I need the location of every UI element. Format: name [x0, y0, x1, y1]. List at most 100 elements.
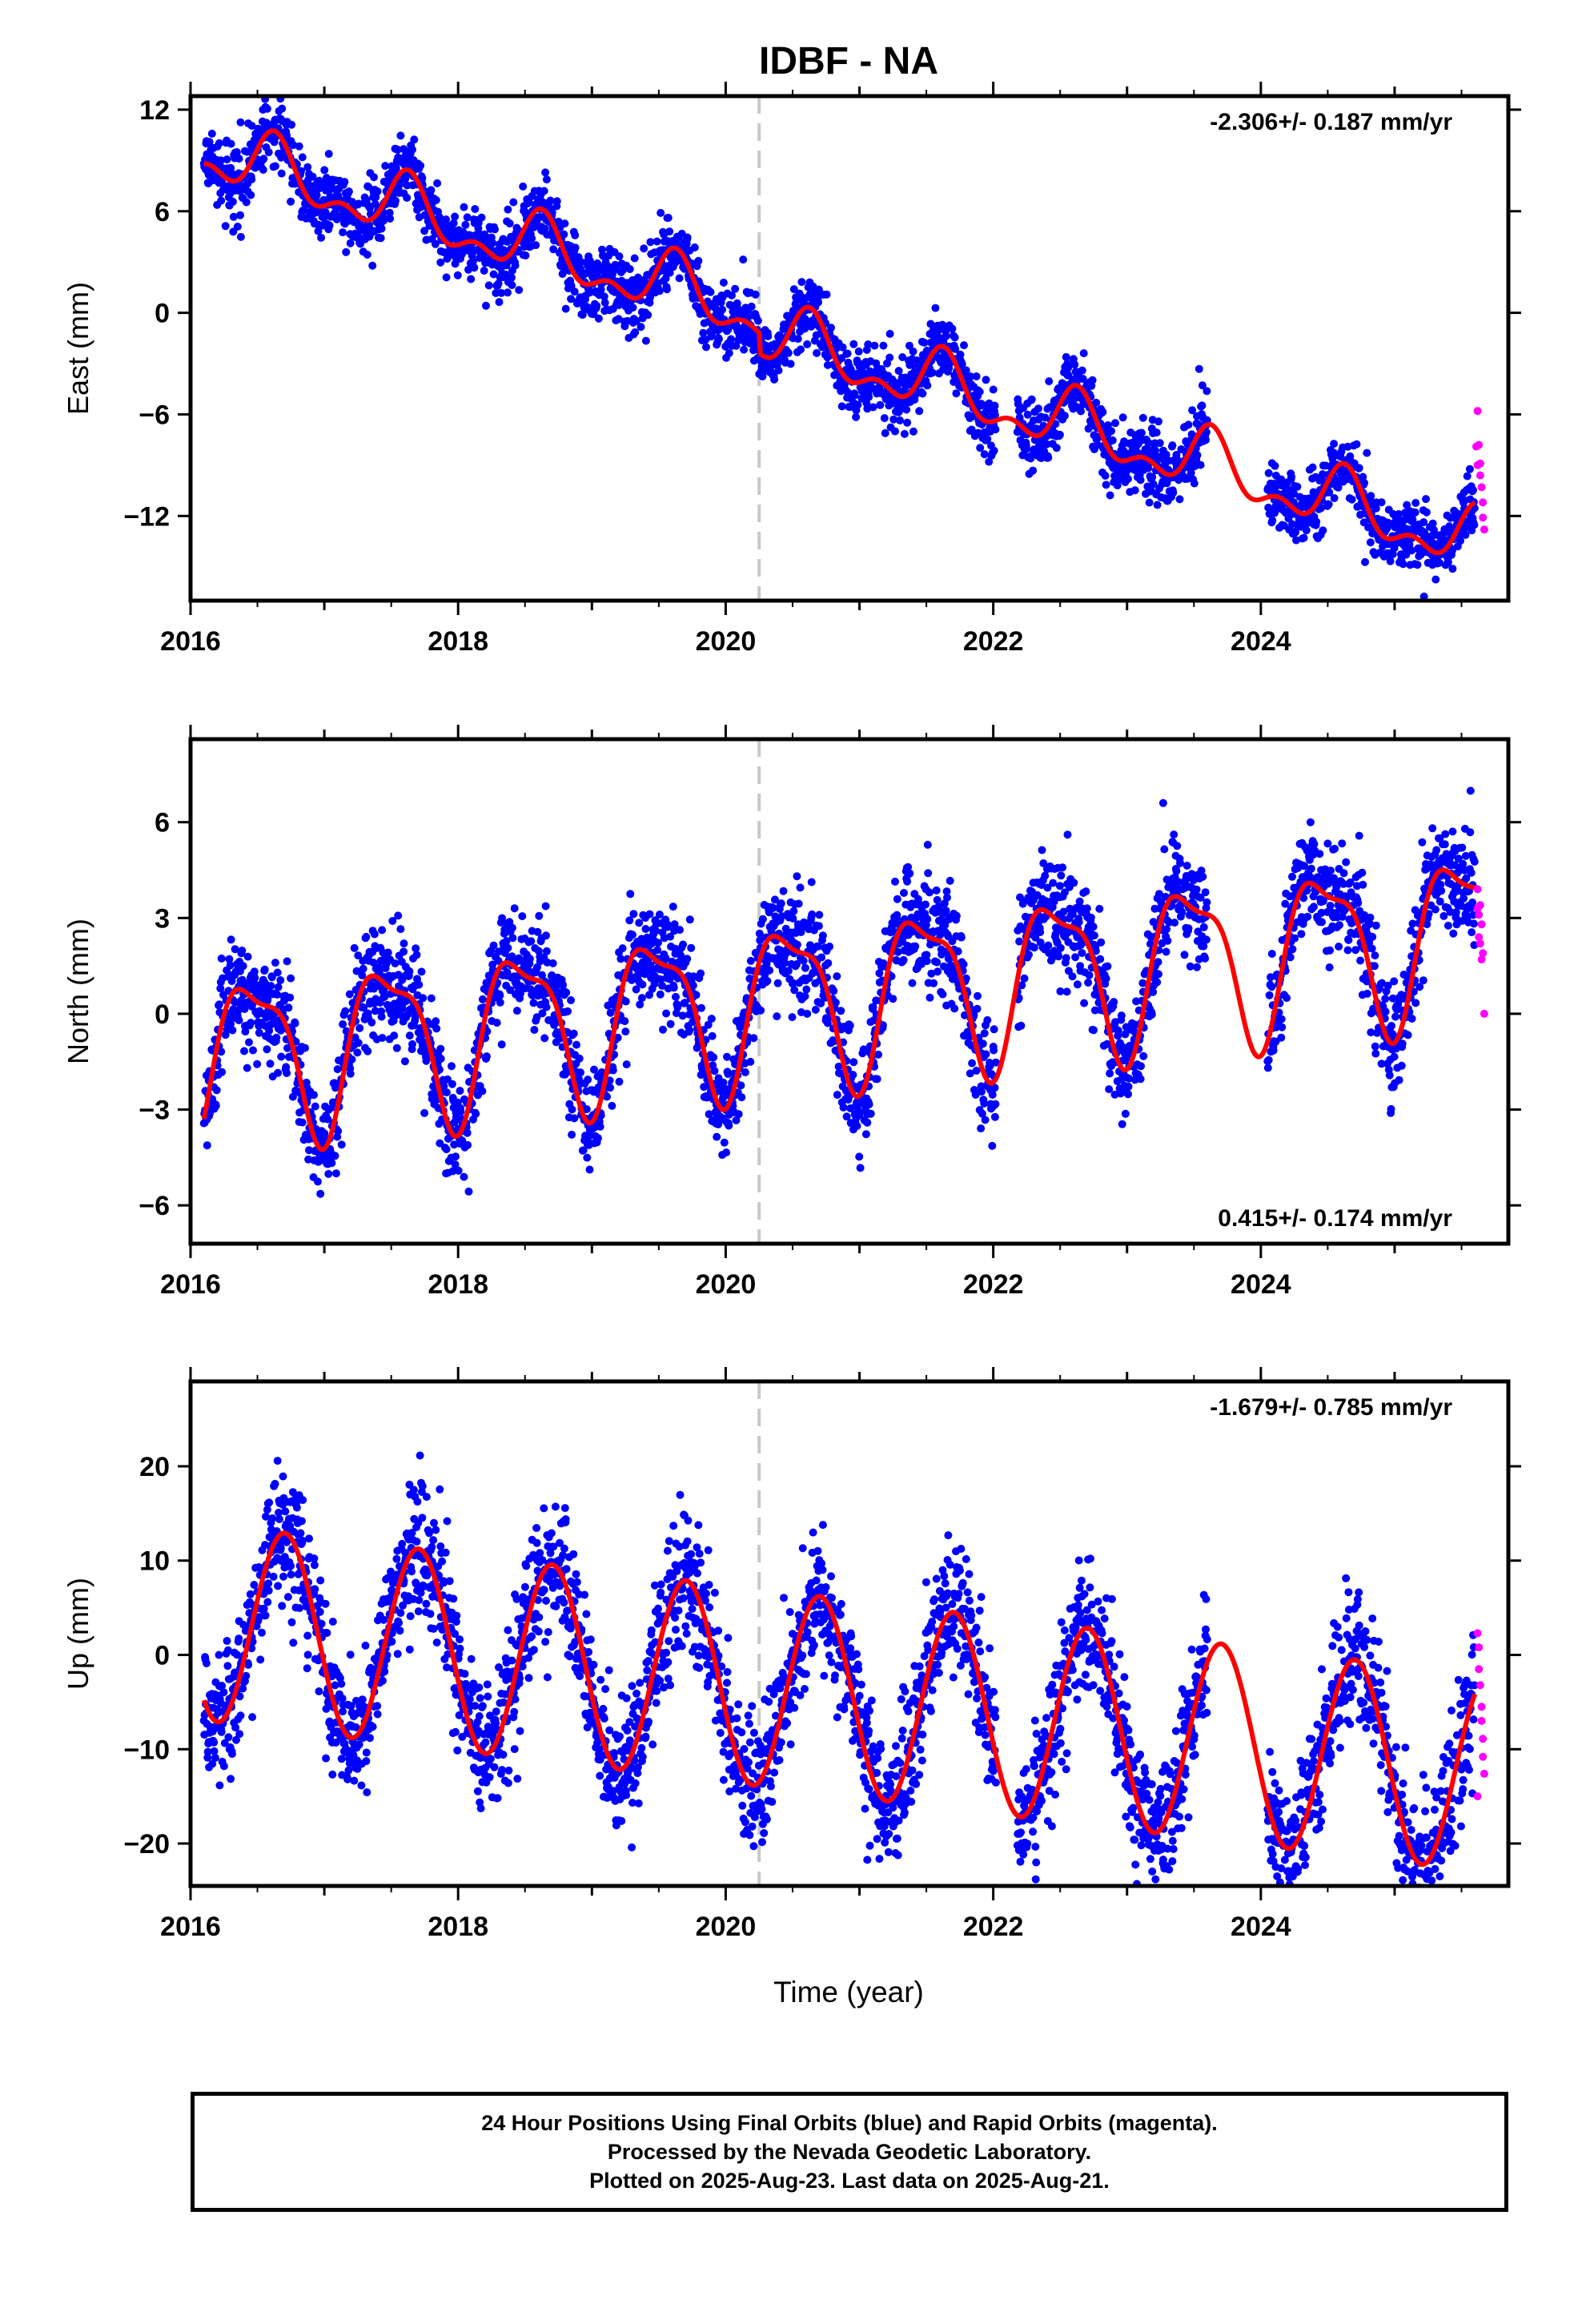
- data-point: [662, 1009, 671, 1018]
- data-point: [1107, 427, 1115, 436]
- data-point: [267, 973, 276, 982]
- data-point: [675, 274, 684, 283]
- data-point: [1108, 436, 1117, 444]
- data-point: [585, 1165, 594, 1174]
- data-point: [854, 347, 863, 356]
- data-point: [646, 238, 655, 247]
- data-point: [394, 911, 403, 920]
- data-point: [990, 401, 999, 410]
- data-point: [548, 959, 557, 967]
- data-point: [952, 911, 961, 920]
- data-point: [277, 1052, 286, 1061]
- data-point: [808, 910, 817, 919]
- data-point: [600, 298, 609, 307]
- data-point: [301, 1043, 309, 1052]
- data-point: [371, 1007, 379, 1015]
- data-point: [922, 957, 931, 966]
- data-point: [822, 290, 831, 299]
- data-point: [229, 212, 238, 221]
- data-point: [456, 1108, 465, 1116]
- data-point: [853, 1122, 861, 1130]
- data-point: [482, 301, 490, 310]
- data-point: [653, 946, 662, 955]
- data-point: [505, 219, 514, 227]
- data-point: [1291, 528, 1300, 537]
- data-point: [400, 939, 408, 948]
- data-point: [1292, 536, 1300, 545]
- data-point: [713, 1132, 721, 1141]
- data-point: [685, 915, 694, 924]
- data-point: [636, 323, 645, 332]
- data-point: [1366, 538, 1375, 547]
- data-point: [789, 907, 798, 915]
- data-point: [956, 350, 965, 359]
- data-point: [900, 429, 909, 438]
- data-point: [532, 241, 540, 250]
- data-point: [420, 1108, 429, 1117]
- data-point: [432, 1017, 440, 1026]
- data-point: [823, 360, 832, 369]
- data-point: [369, 959, 378, 967]
- data-point: [567, 996, 576, 1004]
- rapid-point: [1472, 442, 1480, 451]
- data-point: [231, 998, 240, 1007]
- data-point: [470, 263, 479, 272]
- data-point: [1361, 557, 1369, 566]
- data-point: [364, 183, 373, 191]
- data-point: [1264, 468, 1273, 477]
- y-tick-label: −6: [139, 400, 170, 430]
- data-point: [323, 1115, 332, 1124]
- data-point: [908, 979, 917, 987]
- data-point: [492, 1019, 501, 1027]
- data-point: [211, 1102, 220, 1110]
- data-point: [676, 926, 684, 935]
- data-point: [846, 365, 855, 374]
- data-point: [287, 974, 295, 983]
- data-point: [569, 1029, 578, 1038]
- data-point: [1198, 381, 1207, 390]
- data-point: [801, 963, 809, 972]
- data-point: [240, 1005, 249, 1013]
- data-point: [923, 840, 932, 849]
- data-point: [641, 925, 650, 933]
- data-point: [218, 1068, 227, 1076]
- data-point: [317, 233, 326, 242]
- data-point: [419, 994, 428, 1003]
- data-point: [655, 287, 664, 296]
- data-point: [235, 155, 243, 163]
- data-point: [707, 1015, 716, 1023]
- data-point: [746, 956, 755, 965]
- data-point: [989, 385, 998, 394]
- data-point: [518, 912, 527, 921]
- data-point: [833, 1091, 841, 1100]
- data-point: [216, 984, 225, 993]
- data-point: [879, 341, 888, 350]
- data-point: [549, 245, 558, 254]
- data-point: [975, 388, 984, 396]
- data-point: [1124, 475, 1132, 483]
- data-point: [770, 375, 779, 384]
- data-point: [286, 993, 295, 1002]
- data-point: [1144, 439, 1153, 447]
- data-point: [873, 1075, 881, 1084]
- data-point: [865, 392, 873, 401]
- data-point: [320, 1129, 329, 1138]
- data-point: [827, 324, 835, 332]
- data-point: [241, 1027, 250, 1036]
- data-point: [284, 1003, 293, 1012]
- data-point: [926, 888, 934, 897]
- data-point: [1103, 421, 1112, 429]
- data-point: [863, 1118, 872, 1127]
- data-point: [719, 278, 728, 287]
- data-point: [972, 372, 981, 380]
- data-point: [803, 1009, 812, 1018]
- data-point: [1184, 420, 1193, 429]
- data-point: [247, 191, 255, 199]
- data-point: [227, 139, 235, 148]
- data-point: [492, 289, 500, 297]
- data-point: [690, 243, 699, 251]
- data-point: [226, 961, 235, 970]
- data-point: [334, 1127, 343, 1136]
- data-point: [889, 415, 898, 424]
- data-point: [362, 932, 371, 941]
